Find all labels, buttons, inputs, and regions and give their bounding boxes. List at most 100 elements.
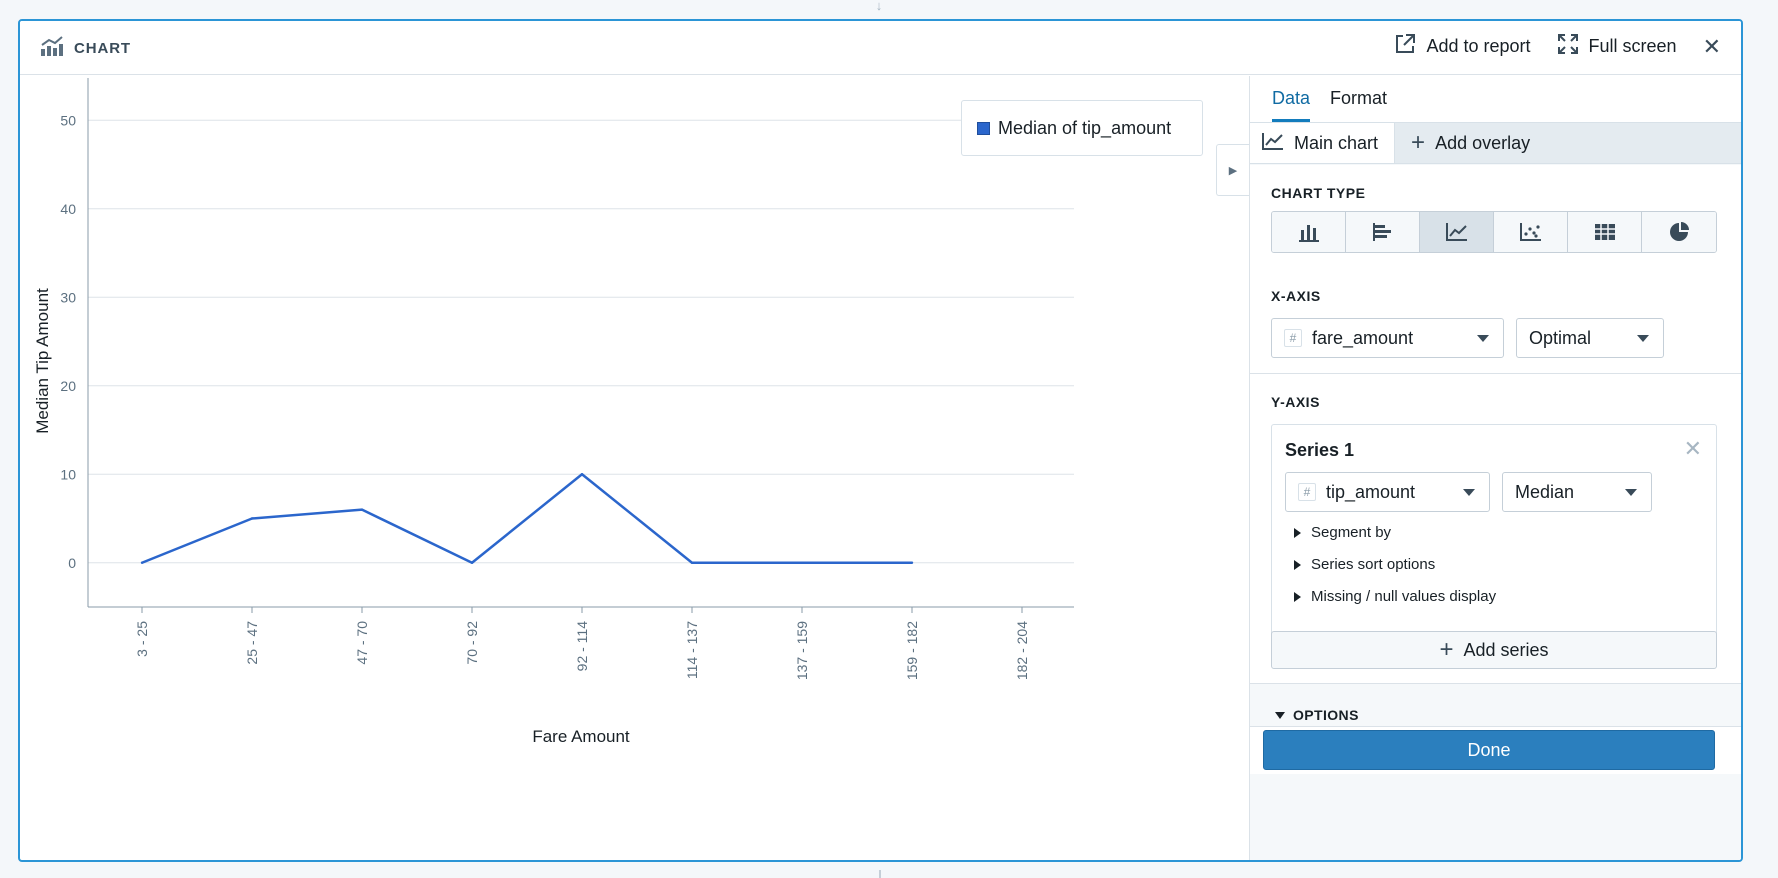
options-label: OPTIONS xyxy=(1293,707,1359,723)
numeric-type-icon: # xyxy=(1284,329,1302,347)
fullscreen-icon xyxy=(1557,33,1579,60)
data-point xyxy=(800,561,804,564)
segment-by-label: Segment by xyxy=(1311,524,1392,541)
series-line xyxy=(141,473,912,564)
y-axis-aggregation-value: Median xyxy=(1515,481,1575,502)
caret-down-icon xyxy=(1463,489,1475,496)
x-tick-label: 159 - 182 xyxy=(904,621,920,680)
x-tick-label: 114 - 137 xyxy=(684,621,700,679)
line-chart-icon xyxy=(1262,132,1284,155)
remove-series-close-icon[interactable]: ✕ xyxy=(1683,436,1702,461)
series-sort-expander[interactable]: Series sort options xyxy=(1294,556,1435,573)
connector-line xyxy=(879,870,881,878)
chart-icon xyxy=(40,35,64,62)
y-axis-column-value: tip_amount xyxy=(1326,481,1416,502)
line-chart-type-button[interactable] xyxy=(1420,212,1494,252)
x-tick-label: 92 - 114 xyxy=(574,621,590,672)
caret-down-icon xyxy=(1275,711,1285,719)
x-tick-label: 182 - 204 xyxy=(1014,621,1030,680)
caret-right-icon xyxy=(1294,591,1301,602)
data-point xyxy=(910,561,914,564)
main-chart-label: Main chart xyxy=(1294,132,1379,153)
x-axis-title: X-AXIS xyxy=(1271,288,1321,304)
data-point xyxy=(360,508,364,511)
x-axis-column-value: fare_amount xyxy=(1312,327,1414,348)
add-overlay-label: Add overlay xyxy=(1435,132,1531,153)
caret-down-icon xyxy=(1637,335,1649,342)
legend-label: Median of tip_amount xyxy=(998,117,1172,138)
data-point xyxy=(690,561,694,564)
data-point xyxy=(580,473,584,476)
legend-swatch xyxy=(977,121,990,135)
data-point xyxy=(470,561,474,564)
tab-data[interactable]: Data xyxy=(1272,76,1311,122)
scatter-plot-icon[interactable] xyxy=(1494,212,1568,252)
full-screen-label: Full screen xyxy=(1588,36,1677,56)
caret-right-icon xyxy=(1294,559,1301,570)
y-axis-column-select[interactable]: # tip_amount xyxy=(1285,472,1490,512)
x-tick-label: 70 - 92 xyxy=(464,621,480,665)
y-axis-aggregation-select[interactable]: Median xyxy=(1502,472,1652,512)
segment-by-expander[interactable]: Segment by xyxy=(1294,524,1391,541)
add-series-label: Add series xyxy=(1463,639,1549,660)
panel-title: CHART xyxy=(74,40,131,57)
data-point xyxy=(250,517,254,520)
y-tick-label: 50 xyxy=(60,112,76,128)
add-series-button[interactable]: + Add series xyxy=(1271,631,1717,669)
y-tick-label: 40 xyxy=(60,201,76,217)
full-screen-button[interactable]: Full screen xyxy=(1557,33,1677,60)
config-sidebar: Data Format Main chart + Add overlay CHA… xyxy=(1249,76,1741,860)
chart-area: 0 10 20 30 40 50 3 - 25 25 - 47 47 - 70 70 - 92 92… xyxy=(20,76,1249,860)
line-chart-icon xyxy=(1445,223,1467,241)
chart-panel: CHART Add to report Full screen ✕ 0 10 20 3… xyxy=(18,19,1743,862)
chart-type-buttons xyxy=(1271,211,1717,253)
x-tick-label: 47 - 70 xyxy=(354,621,370,665)
plus-icon: + xyxy=(1439,636,1454,663)
x-axis-binning-value: Optimal xyxy=(1529,327,1592,348)
connector-arrow-icon: ↓ xyxy=(875,0,883,13)
y-tick-label: 10 xyxy=(60,466,76,482)
add-to-report-button[interactable]: Add to report xyxy=(1394,33,1531,60)
x-axis-column-select[interactable]: # fare_amount xyxy=(1271,318,1504,358)
close-icon[interactable]: ✕ xyxy=(1702,33,1721,59)
done-bar: Done xyxy=(1250,726,1741,774)
add-overlay-button[interactable]: + Add overlay xyxy=(1395,123,1546,163)
panel-header: CHART Add to report Full screen ✕ xyxy=(20,21,1741,75)
caret-down-icon xyxy=(1625,489,1637,496)
header-actions: Add to report Full screen ✕ xyxy=(1394,33,1721,60)
y-axis-title: Median Tip Amount xyxy=(33,288,52,434)
caret-right-icon xyxy=(1294,527,1301,538)
series-sort-label: Series sort options xyxy=(1311,556,1436,573)
x-axis-binning-select[interactable]: Optimal xyxy=(1516,318,1664,358)
x-tick-label: 3 - 25 xyxy=(134,621,150,657)
chart-subtabs: Main chart + Add overlay xyxy=(1250,122,1741,164)
caret-down-icon xyxy=(1477,335,1489,342)
horizontal-bar-chart-icon[interactable] xyxy=(1346,212,1420,252)
tab-format[interactable]: Format xyxy=(1330,88,1388,108)
done-button[interactable]: Done xyxy=(1263,730,1715,770)
pie-chart-icon[interactable] xyxy=(1642,212,1716,252)
numeric-type-icon: # xyxy=(1298,483,1316,501)
y-tick-label: 30 xyxy=(60,289,76,305)
series-card: Series 1 ✕ # tip_amount Median Segment b… xyxy=(1271,424,1717,644)
data-point xyxy=(140,561,144,564)
chart-type-title: CHART TYPE xyxy=(1271,185,1366,201)
x-tick-label: 137 - 159 xyxy=(794,621,810,680)
y-tick-label: 0 xyxy=(68,555,76,571)
table-grid-icon[interactable] xyxy=(1568,212,1642,252)
plus-icon: + xyxy=(1411,129,1426,156)
export-icon xyxy=(1394,33,1416,60)
bar-chart-icon[interactable] xyxy=(1272,212,1346,252)
y-axis-title: Y-AXIS xyxy=(1271,394,1320,410)
collapse-sidebar-chevron-icon[interactable]: ▶ xyxy=(1216,144,1249,196)
y-tick-label: 20 xyxy=(60,378,76,394)
chart-legend: Median of tip_amount xyxy=(961,100,1203,156)
tab-main-chart[interactable]: Main chart xyxy=(1250,123,1396,163)
x-axis-title: Fare Amount xyxy=(532,727,630,746)
line-chart: 0 10 20 30 40 50 3 - 25 25 - 47 47 - 70 70 - 92 92… xyxy=(33,78,1074,746)
panel-title-group: CHART xyxy=(40,35,131,62)
add-to-report-label: Add to report xyxy=(1426,36,1531,56)
missing-values-label: Missing / null values display xyxy=(1311,588,1497,605)
options-expander[interactable]: OPTIONS xyxy=(1275,707,1359,723)
missing-values-expander[interactable]: Missing / null values display xyxy=(1294,588,1496,605)
